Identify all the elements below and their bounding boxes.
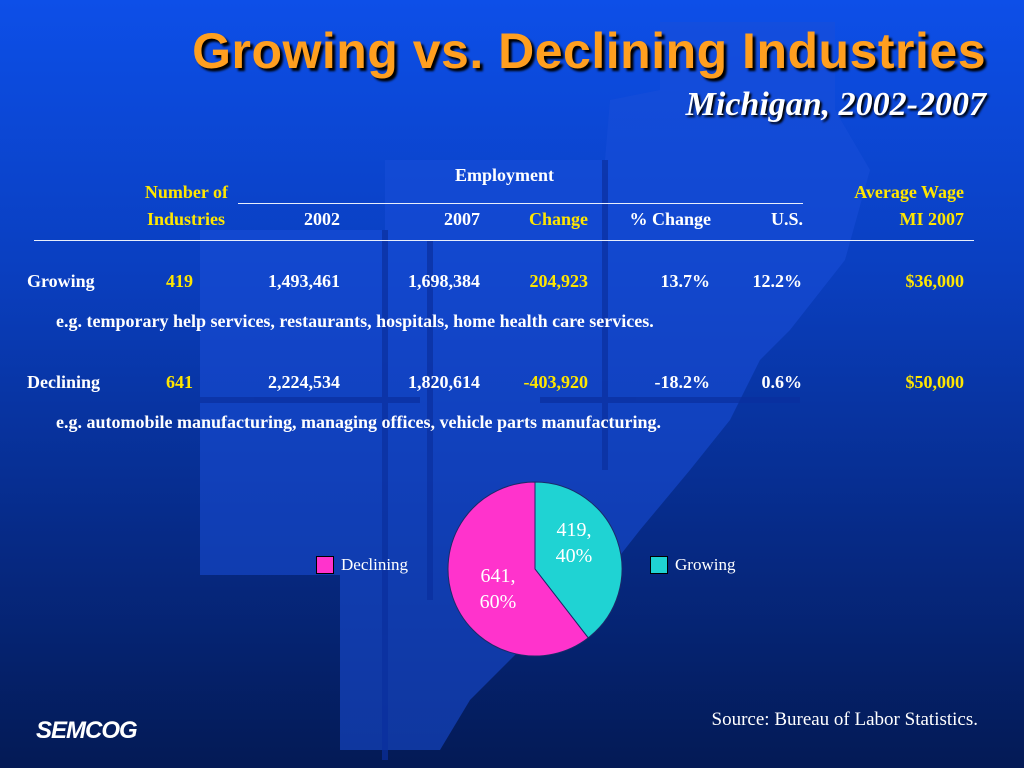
row-declining-label: Declining: [27, 372, 101, 392]
legend-growing: Growing: [650, 555, 735, 575]
table-header-rule: [34, 240, 974, 241]
row-declining-change: -403,920: [523, 372, 589, 392]
header-number-of: Number of: [144, 182, 228, 202]
source-note: Source: Bureau of Labor Statistics.: [711, 709, 978, 730]
row-growing-pct-change: 13.7%: [660, 271, 711, 291]
header-average-wage: Average Wage: [854, 182, 964, 202]
legend-growing-swatch: [650, 556, 668, 574]
pie-slice-growing: [534, 481, 623, 639]
header-mi-2007: MI 2007: [899, 209, 965, 229]
header-change: Change: [528, 209, 588, 229]
row-declining-us: 0.6%: [761, 372, 803, 392]
growing-slice-label: 419, 40%: [541, 517, 607, 569]
legend-growing-label: Growing: [675, 555, 736, 574]
employment-group-header: Employment: [455, 165, 554, 185]
row-declining-2007: 1,820,614: [408, 372, 480, 392]
header-us: U.S.: [770, 209, 803, 229]
growing-slice-value: 419,: [556, 519, 592, 541]
row-growing-change: 204,923: [529, 271, 589, 291]
page-title: Growing vs. Declining Industries: [192, 23, 986, 79]
declining-slice-percent: 60%: [479, 591, 517, 613]
row-growing-2002: 1,493,461: [268, 271, 340, 291]
row-declining-pct-change: -18.2%: [654, 372, 711, 392]
pie-slice-declining: [447, 481, 589, 657]
row-growing-2007: 1,698,384: [408, 271, 480, 291]
header-pct-change: % Change: [629, 209, 711, 229]
page-subtitle: Michigan, 2002-2007: [685, 86, 986, 123]
growing-slice-percent: 40%: [555, 545, 593, 567]
row-growing-example: e.g. temporary help services, restaurant…: [56, 311, 654, 331]
row-growing-number: 419: [166, 271, 193, 291]
row-declining-number: 641: [166, 372, 193, 392]
row-declining-example: e.g. automobile manufacturing, managing …: [56, 412, 661, 432]
header-2007: 2007: [444, 209, 480, 229]
legend-declining-label: Declining: [341, 555, 409, 574]
legend-declining-swatch: [316, 556, 334, 574]
row-growing-wage: $36,000: [905, 271, 965, 291]
row-growing-us: 12.2%: [752, 271, 803, 291]
row-declining-wage: $50,000: [905, 372, 965, 392]
legend-declining: Declining: [316, 555, 408, 575]
semcog-logo: SEMCOG: [36, 717, 138, 744]
header-industries: Industries: [146, 209, 225, 229]
declining-slice-value: 641,: [480, 565, 516, 587]
employment-header-rule: [238, 203, 803, 204]
row-growing-label: Growing: [27, 271, 95, 291]
row-declining-2002: 2,224,534: [268, 372, 340, 392]
header-2002: 2002: [304, 209, 340, 229]
declining-slice-label: 641, 60%: [465, 563, 531, 615]
